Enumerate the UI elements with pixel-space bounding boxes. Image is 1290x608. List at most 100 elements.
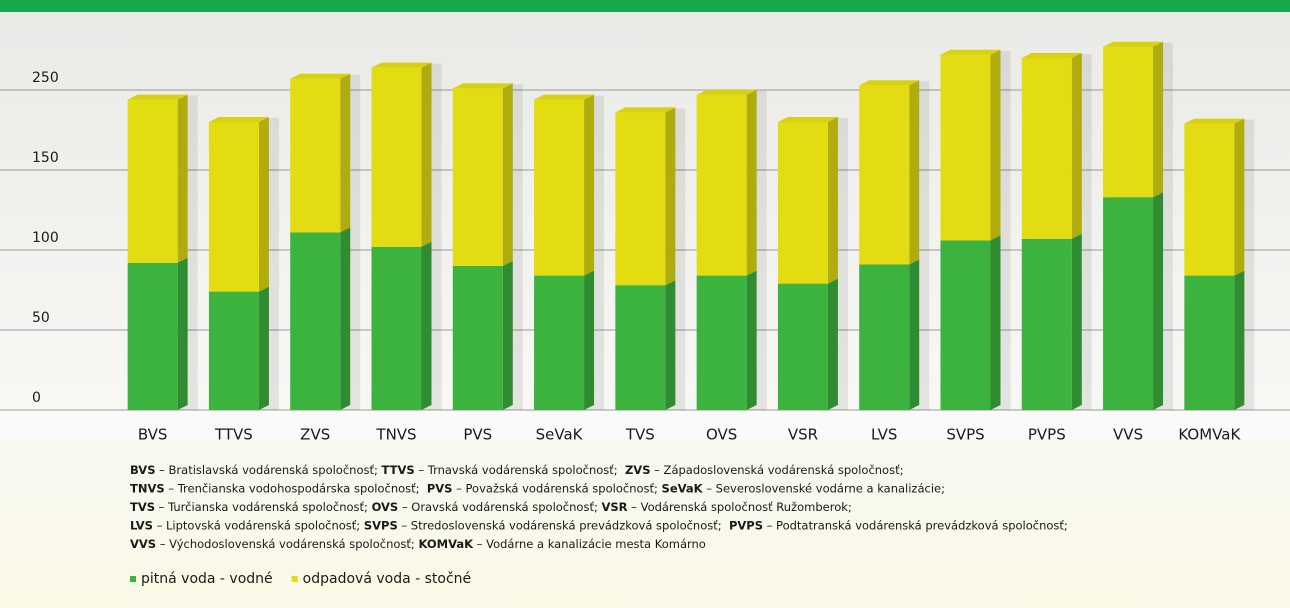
definition-text: – Východoslovenská vodárenská spoločnosť… [156,537,418,551]
bar-side [665,107,676,286]
x-tick-label: TVS [625,426,655,444]
bar-side [340,227,351,410]
x-tick-label: SeVaK [536,426,584,444]
bar-top [208,117,269,122]
bar-top [127,94,188,100]
bar-segment [127,262,178,410]
legend-swatch [291,576,298,582]
x-tick-label: ZVS [300,426,330,444]
x-tick-label: OVS [706,426,737,444]
bar-segment [371,67,422,247]
x-tick-label: VSR [788,426,818,444]
y-tick-label: 0 [32,390,41,406]
x-tick-label: SVPS [946,426,984,444]
bar-side [421,62,432,247]
bar-side [746,270,757,410]
bar-side [827,278,838,410]
definition-abbr: SeVaK [662,481,704,495]
x-tick-label: PVPS [1028,426,1066,444]
bar-side [421,241,432,410]
bar-segment [208,291,259,410]
bar-side [827,117,838,284]
bar-segment [1184,123,1235,276]
bar-segment [534,99,585,276]
definition-text: – Turčianska vodárenská spoločnosť; [155,500,372,514]
bar-segment [940,54,991,241]
bar-side [1071,233,1082,410]
bar-side [909,80,920,265]
bar-side [665,280,676,410]
bar-side [502,261,513,410]
definition-text: – Trnavská vodárenská spoločnosť; [415,463,625,477]
x-tick-label: BVS [138,426,168,444]
definition-abbr: BVS [130,463,155,477]
bar-top [696,89,757,95]
bar-top [452,83,513,89]
x-tick-label: KOMVaK [1178,426,1241,444]
bar-segment [777,283,828,410]
definition-text: – Podtatranská vodárenská prevádzková sp… [763,518,1068,532]
definition-abbr: VVS [130,537,156,551]
bar-side [1153,192,1164,410]
bar-side [340,73,351,233]
bar-segment [127,99,178,263]
bar-side [909,259,920,410]
definition-abbr: LVS [130,518,153,532]
bar-side [1234,118,1245,276]
bar-side [258,286,269,410]
definition-text: – Oravská vodárenská spoločnosť; [398,500,601,514]
definition-abbr: KOMVaK [418,537,474,551]
bar-side [1071,53,1082,239]
definition-abbr: PVPS [729,518,763,532]
definition-text: – Vodárne a kanalizácie mesta Komárno [473,537,706,551]
definition-text: – Liptovská vodárenská spoločnosť; [153,518,364,532]
bar-segment [696,94,747,276]
definition-line: BVS – Bratislavská vodárenská spoločnosť… [130,463,903,477]
bar-segment [1103,46,1154,198]
definition-abbr: OVS [372,500,399,514]
y-tick-label: 50 [32,310,50,326]
definition-text: – Severoslovenské vodárne a kanalizácie; [703,481,945,495]
bar-side [746,89,757,276]
header-band [0,0,1290,12]
bar-top [534,94,595,100]
floor [0,410,1290,440]
bar-top [940,49,1001,55]
definition-abbr: VSR [601,500,627,514]
bar-side [584,94,595,276]
definition-abbr: TTVS [382,463,415,477]
bar-segment [1021,238,1072,410]
x-tick-label: LVS [871,426,898,444]
bar-segment [290,78,341,233]
definition-line: LVS – Liptovská vodárenská spoločnosť; S… [130,518,1068,532]
legend-label: pitná voda - vodné [141,571,273,587]
x-tick-label: TNVS [375,426,416,444]
bar-segment [777,122,828,284]
bar-segment [534,275,585,410]
bar-segment [696,275,747,410]
bar-segment [208,122,259,292]
y-tick-label: 150 [32,150,59,166]
bar-side [177,94,188,263]
bar-side [502,83,513,267]
legend-swatch [130,576,136,582]
bar-segment [452,88,503,267]
bar-top [1103,41,1164,47]
bar-side [1234,270,1245,410]
bar-side [990,235,1001,410]
bar-top [1021,53,1082,58]
bar-segment [1103,197,1154,410]
bar-side [584,270,595,410]
definition-abbr: PVS [427,481,453,495]
bar-side [258,117,269,292]
bar-side [990,49,1001,241]
definition-text: – Trenčianska vodohospodárska spoločnosť… [165,481,427,495]
y-tick-label: 250 [32,70,59,86]
bar-segment [615,112,666,286]
bar-segment [859,264,910,410]
definition-text: – Považská vodárenská spoločnosť; [452,481,661,495]
bar-top [371,62,432,68]
definition-line: VVS – Východoslovenská vodárenská spoloč… [130,537,706,551]
definition-abbr: TVS [130,500,155,514]
definition-abbr: SVPS [364,518,398,532]
